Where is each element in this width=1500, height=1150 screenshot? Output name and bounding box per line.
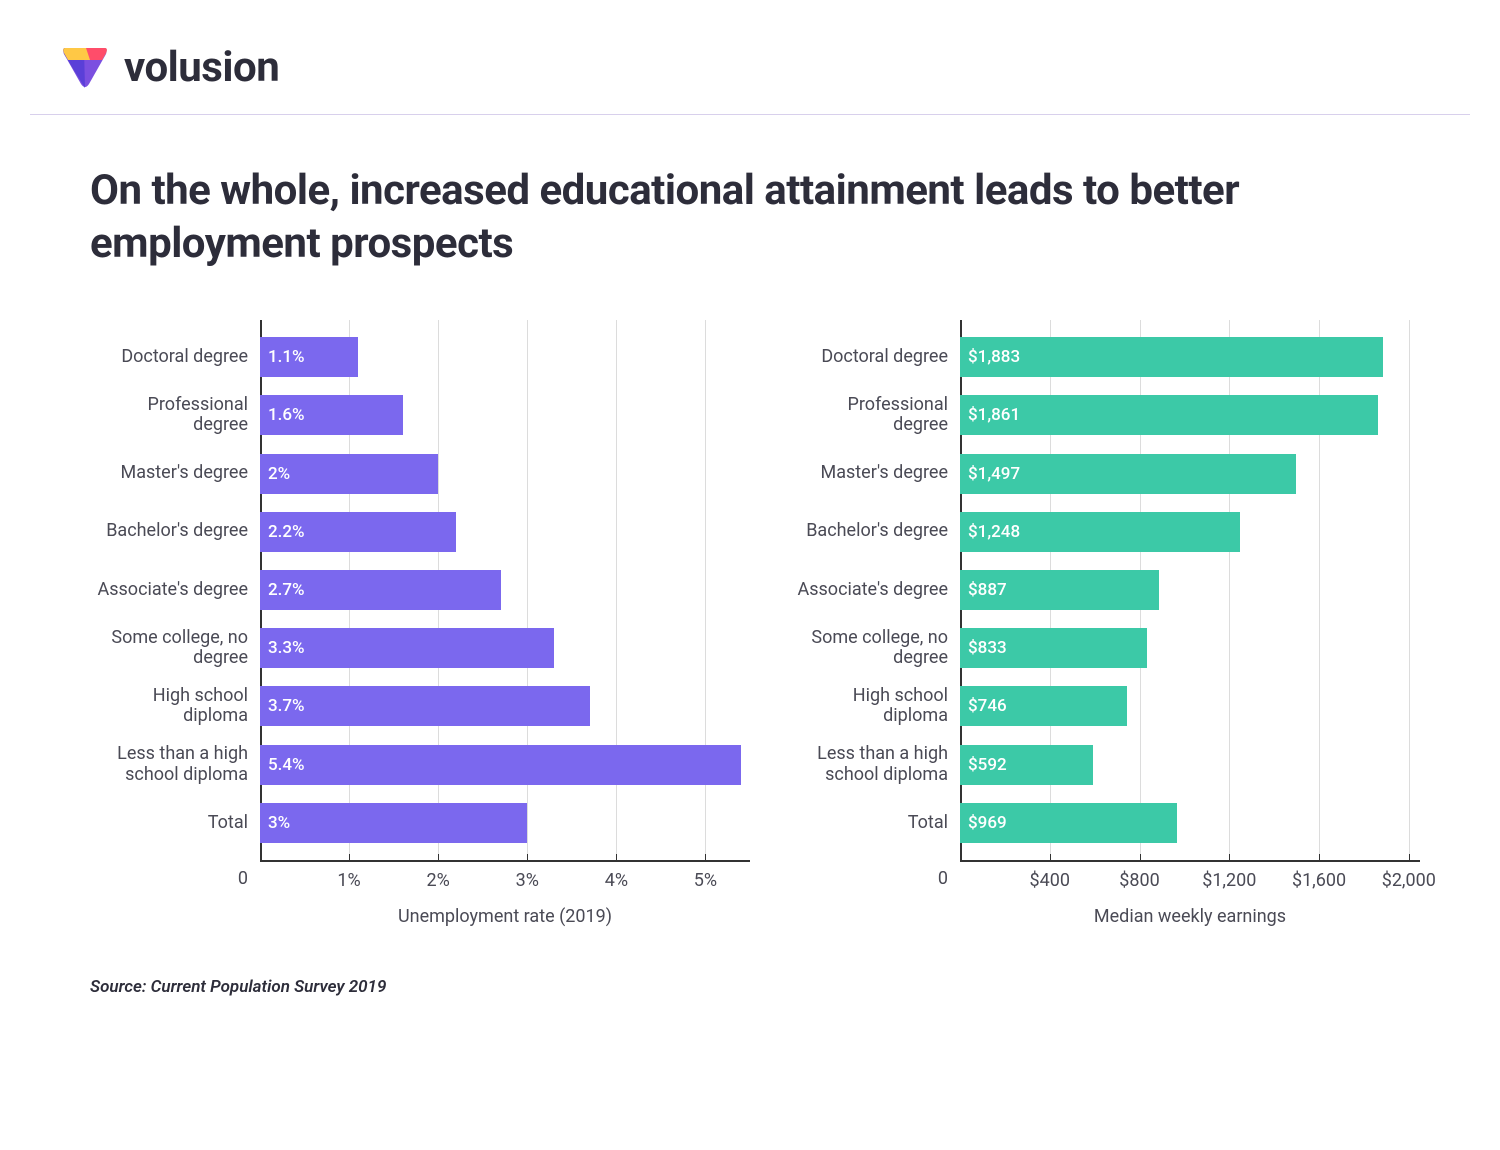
earnings-chart: Doctoral degree$1,883Professional degree… (790, 320, 1420, 927)
bar-row: Less than a high school diploma$592 (960, 745, 1420, 785)
x-tick-label: $1,200 (1202, 870, 1256, 891)
bar: $1,248 (960, 512, 1240, 552)
category-label: Total (792, 813, 960, 834)
bar-row: Bachelor's degree2.2% (260, 512, 750, 552)
bar: $1,883 (960, 337, 1383, 377)
bar: 1.1% (260, 337, 358, 377)
bar-row: High school diploma3.7% (260, 686, 750, 726)
bar: 1.6% (260, 395, 403, 435)
category-label: Associate's degree (792, 580, 960, 601)
bar: $746 (960, 686, 1127, 726)
bar: 5.4% (260, 745, 741, 785)
bar: $1,497 (960, 454, 1296, 494)
x-tick (349, 854, 350, 862)
bar: 2.2% (260, 512, 456, 552)
bar-row: Master's degree2% (260, 454, 750, 494)
category-label: Total (92, 813, 260, 834)
category-label: Less than a high school diploma (792, 744, 960, 785)
category-label: High school diploma (792, 686, 960, 727)
x-tick-label: 2% (427, 870, 450, 891)
bar-row: Some college, no degree$833 (960, 628, 1420, 668)
bar-row: Doctoral degree$1,883 (960, 337, 1420, 377)
bar-row: Associate's degree$887 (960, 570, 1420, 610)
bar-row: Professional degree$1,861 (960, 395, 1420, 435)
x-tick-label: 3% (516, 870, 539, 891)
bar: 3.7% (260, 686, 590, 726)
bar: 2.7% (260, 570, 501, 610)
x-tick (705, 854, 706, 862)
x-tick-label: $1,600 (1292, 870, 1346, 891)
category-label: Professional degree (792, 395, 960, 436)
zero-label: 0 (238, 868, 260, 889)
x-tick (616, 854, 617, 862)
x-tick (527, 854, 528, 862)
header: volusion (30, 40, 1470, 115)
bar-row: Bachelor's degree$1,248 (960, 512, 1420, 552)
category-label: Less than a high school diploma (92, 744, 260, 785)
x-tick (1409, 854, 1410, 862)
x-tick (438, 854, 439, 862)
x-tick-label: $400 (1030, 870, 1070, 891)
category-label: Associate's degree (92, 580, 260, 601)
bar-row: Associate's degree2.7% (260, 570, 750, 610)
x-tick (1229, 854, 1230, 862)
x-axis-title-left: Unemployment rate (2019) (260, 906, 750, 927)
bar-row: Total3% (260, 803, 750, 843)
chart-title: On the whole, increased educational atta… (30, 165, 1470, 270)
zero-label: 0 (938, 868, 960, 889)
unemployment-chart: Doctoral degree1.1%Professional degree1.… (90, 320, 750, 927)
x-tick-label: 5% (694, 870, 717, 891)
bar-row: Less than a high school diploma5.4% (260, 745, 750, 785)
bar: 3.3% (260, 628, 554, 668)
category-label: High school diploma (92, 686, 260, 727)
category-label: Some college, no degree (92, 628, 260, 669)
bar: $969 (960, 803, 1177, 843)
bar: 2% (260, 454, 438, 494)
bar-row: Master's degree$1,497 (960, 454, 1420, 494)
bar-row: Doctoral degree1.1% (260, 337, 750, 377)
category-label: Doctoral degree (92, 347, 260, 368)
category-label: Some college, no degree (792, 628, 960, 669)
x-tick-label: $800 (1119, 870, 1159, 891)
bar: $833 (960, 628, 1147, 668)
bar-row: Total$969 (960, 803, 1420, 843)
x-tick-label: $2,000 (1382, 870, 1436, 891)
x-tick-label: 1% (337, 870, 360, 891)
x-tick (1050, 854, 1051, 862)
bar: 3% (260, 803, 527, 843)
bar: $1,861 (960, 395, 1378, 435)
category-label: Master's degree (792, 463, 960, 484)
charts-container: Doctoral degree1.1%Professional degree1.… (30, 320, 1470, 927)
x-tick (1140, 854, 1141, 862)
x-axis-title-right: Median weekly earnings (960, 906, 1420, 927)
bar-row: Some college, no degree3.3% (260, 628, 750, 668)
brand-name: volusion (124, 43, 279, 92)
bar: $592 (960, 745, 1093, 785)
bar: $887 (960, 570, 1159, 610)
category-label: Professional degree (92, 395, 260, 436)
category-label: Bachelor's degree (92, 521, 260, 542)
category-label: Doctoral degree (792, 347, 960, 368)
x-tick (1319, 854, 1320, 862)
bar-row: High school diploma$746 (960, 686, 1420, 726)
category-label: Bachelor's degree (792, 521, 960, 542)
category-label: Master's degree (92, 463, 260, 484)
x-tick-label: 4% (605, 870, 628, 891)
brand-logo-icon (60, 40, 110, 94)
source-citation: Source: Current Population Survey 2019 (30, 927, 1470, 997)
bar-row: Professional degree1.6% (260, 395, 750, 435)
